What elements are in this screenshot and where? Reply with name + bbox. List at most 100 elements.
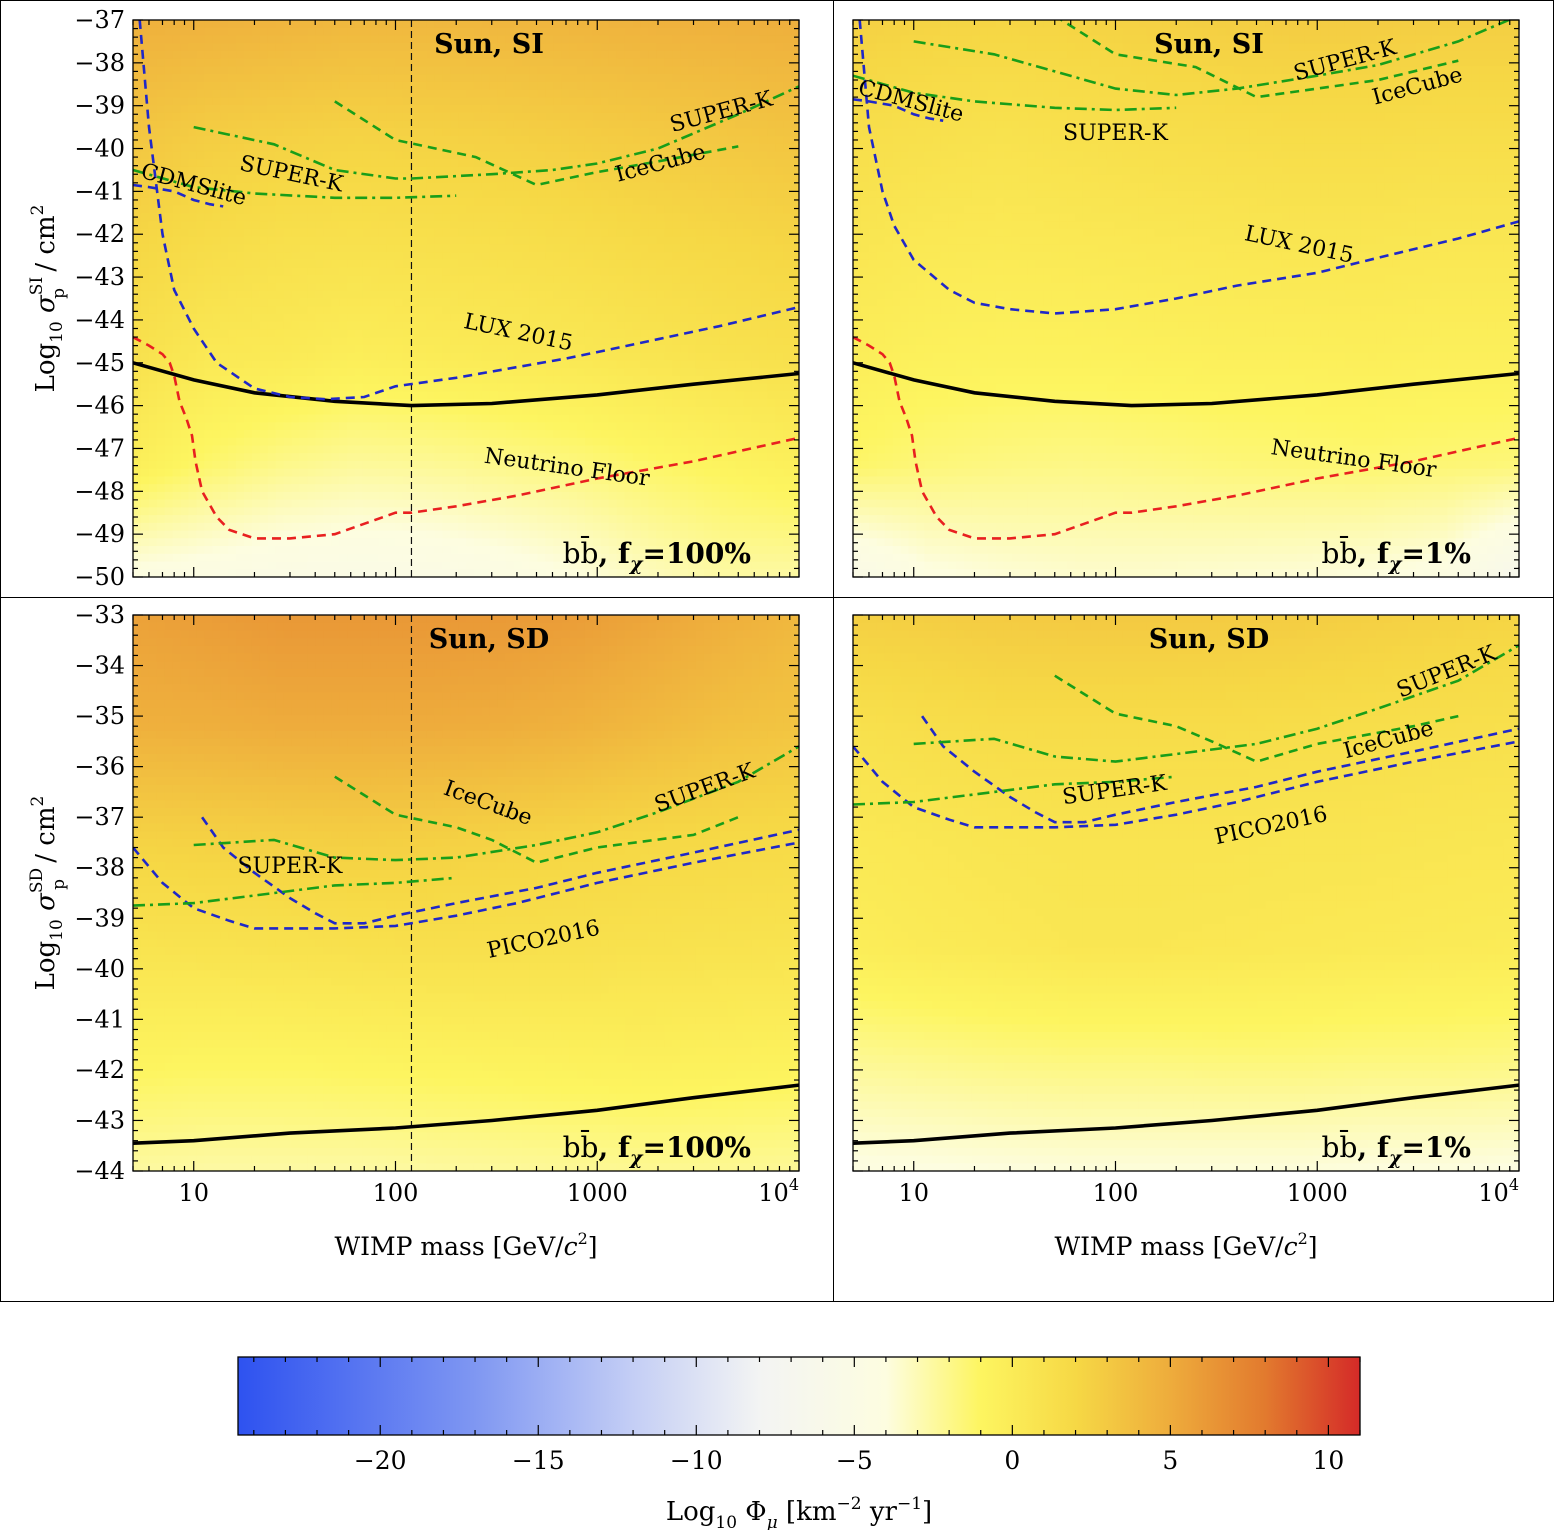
series-super-k-line xyxy=(853,775,1177,806)
series-super-k-line xyxy=(133,876,457,907)
x-tick-label: 100 xyxy=(1093,1179,1139,1207)
colorbar-gradient xyxy=(237,1356,1361,1436)
colorbar-tick-label: 0 xyxy=(1004,1446,1020,1475)
y-tick-label: −48 xyxy=(74,477,125,505)
y-axis-label: Log10 σSD p / cm2 xyxy=(27,796,69,991)
heatmap xyxy=(133,615,799,1171)
colorbar-ticks xyxy=(253,1357,1361,1435)
x-tick-label: 100 xyxy=(373,1179,419,1207)
y-tick-label: −49 xyxy=(74,520,125,548)
y-tick-label: −35 xyxy=(74,702,125,730)
panel-frames xyxy=(0,0,1554,1302)
y-tick-label: −50 xyxy=(74,563,125,591)
y-axis-label: Log10 σSI p / cm2 xyxy=(27,205,69,393)
axis-ticks xyxy=(852,614,1520,1172)
colorbar: −20 −15 −10 −5 0 5 10 Log10 Φμ [km−2 yr−1] xyxy=(237,1356,1361,1530)
y-tick-label: −44 xyxy=(74,1157,125,1185)
series-theory-curve-line xyxy=(133,1083,799,1145)
curves xyxy=(133,745,799,1145)
plot-area-border xyxy=(132,614,800,1172)
y-tick-label: −37 xyxy=(74,6,125,34)
y-tick-label: −36 xyxy=(74,753,125,781)
colorbar-label: Log10 Φμ [km−2 yr−1] xyxy=(666,1494,932,1530)
y-tick-label: −41 xyxy=(74,1005,125,1033)
curves xyxy=(133,20,799,540)
y-tick-label: −47 xyxy=(74,434,125,462)
y-tick-label: −43 xyxy=(74,1106,125,1134)
colorbar-tick-label: −20 xyxy=(354,1446,407,1475)
y-tick-label: −46 xyxy=(74,392,125,420)
series-theory-curve-line xyxy=(853,1083,1519,1145)
panel-title: Sun, SI xyxy=(1154,29,1264,60)
colorbar-tick-label: 5 xyxy=(1162,1446,1178,1475)
series-pico2016-line xyxy=(133,841,799,930)
curves xyxy=(853,644,1519,1145)
y-tick-label: −42 xyxy=(74,220,125,248)
plot-area-border xyxy=(852,19,1520,578)
series-neutrino-floor-line xyxy=(853,335,1519,540)
y-tick-label: −45 xyxy=(74,349,125,377)
y-tick-label: −40 xyxy=(74,135,125,163)
series-cdmslite-line xyxy=(853,98,944,122)
corner-label: bb̄, fχ=100% xyxy=(563,1129,751,1169)
y-tick-label: −37 xyxy=(74,803,125,831)
x-axis-label: WIMP mass [GeV/c2] xyxy=(1054,1229,1317,1261)
series-super-k-line xyxy=(133,168,457,200)
x-axis-label: WIMP mass [GeV/c2] xyxy=(334,1229,597,1261)
series-lux-2015-line xyxy=(858,20,1519,315)
x-tick-label: 10 xyxy=(898,1179,929,1207)
series-icecube-line xyxy=(334,775,739,865)
y-tick-label: −40 xyxy=(74,955,125,983)
y-tick-label: −44 xyxy=(74,306,125,334)
y-tick-label: −43 xyxy=(74,263,125,291)
y-tick-label: −38 xyxy=(74,854,125,882)
series-lux-2015-line xyxy=(138,20,799,401)
curve-label: SUPER-K xyxy=(238,854,343,879)
y-tick-label: −33 xyxy=(74,601,125,629)
axis-ticks xyxy=(132,19,800,578)
axis-ticks xyxy=(852,19,1520,578)
corner-label: bb̄, fχ=1% xyxy=(1322,1129,1471,1169)
series-super-k-line xyxy=(193,745,799,862)
curve-label: SUPER-K xyxy=(1063,121,1168,146)
series-cdmslite-line xyxy=(133,183,224,208)
series-neutrino-floor-line xyxy=(133,335,799,540)
y-tick-label: −42 xyxy=(74,1056,125,1084)
series-super-k-line xyxy=(193,85,799,180)
x-tick-label: 10 xyxy=(178,1179,209,1207)
series-theory-curve-line xyxy=(133,361,799,408)
panel-title: Sun, SI xyxy=(434,29,544,60)
series-super-k-line xyxy=(853,74,1177,112)
frame-bottom-right xyxy=(833,597,1554,1302)
x-tick-label: 1000 xyxy=(567,1179,628,1207)
plot-area-border xyxy=(852,614,1520,1172)
series-super-k-line xyxy=(913,644,1519,763)
x-tick-label: 104 xyxy=(1478,1175,1519,1207)
axis-ticks xyxy=(132,614,800,1172)
heatmap xyxy=(853,615,1519,1171)
colorbar-tick-label: −5 xyxy=(836,1446,873,1475)
y-tick-label: −38 xyxy=(74,49,125,77)
colorbar-tick-label: 10 xyxy=(1312,1446,1344,1475)
series-theory-curve-line xyxy=(853,361,1519,408)
corner-label: bb̄, fχ=1% xyxy=(1322,535,1471,575)
corner-label: bb̄, fχ=100% xyxy=(563,535,751,575)
x-tick-label: 1000 xyxy=(1287,1179,1348,1207)
heatmap xyxy=(853,20,1519,577)
x-tick-label: 104 xyxy=(758,1175,799,1207)
colorbar-tick-label: −15 xyxy=(512,1446,565,1475)
colorbar-tick-label: −10 xyxy=(670,1446,723,1475)
panel-title: Sun, SD xyxy=(429,624,549,655)
series-pico2016-line xyxy=(853,740,1519,829)
heatmap xyxy=(133,20,799,577)
y-tick-label: −41 xyxy=(74,177,125,205)
y-tick-label: −39 xyxy=(74,904,125,932)
panel-bl: PICO2016SUPER-KSUPER-KIceCube−33−34−35−3… xyxy=(27,601,800,1261)
y-tick-label: −34 xyxy=(74,652,125,680)
y-tick-label: −39 xyxy=(74,92,125,120)
